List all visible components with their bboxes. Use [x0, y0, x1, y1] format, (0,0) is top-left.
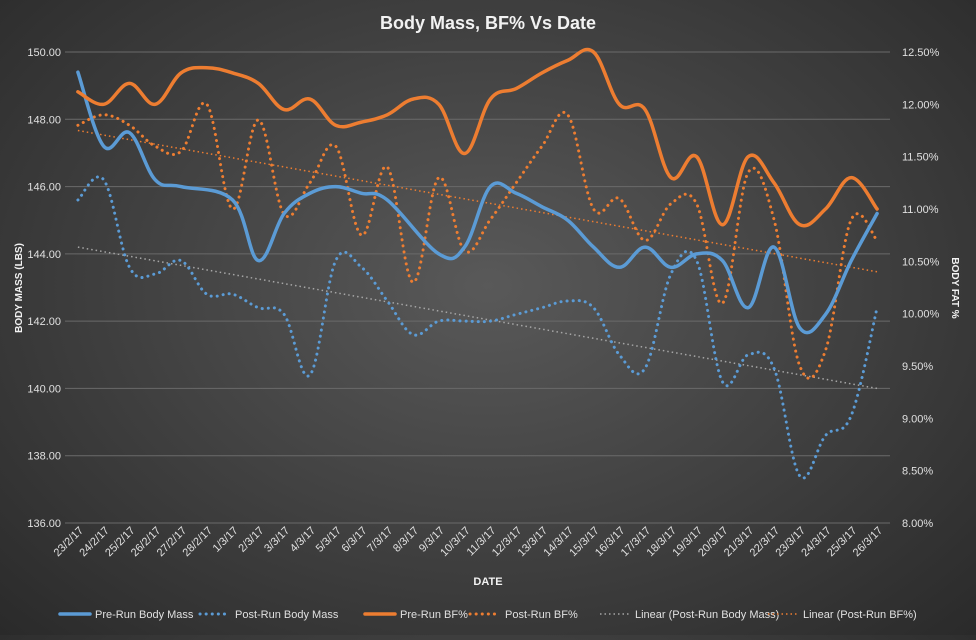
legend: Pre-Run Body Mass Post-Run Body Mass Pre-R…: [58, 609, 917, 621]
x-tick-label: 2/3/17: [236, 525, 266, 555]
y-left-tick-label: 146.00: [27, 182, 61, 194]
y-left-tick-label: 148.00: [27, 114, 61, 126]
x-tick-label: 1/3/17: [211, 525, 241, 555]
x-axis: 23/2/1724/2/1725/2/1726/2/1727/2/1728/2/…: [52, 525, 886, 559]
x-tick-label: 7/3/17: [365, 525, 395, 555]
series-line-linear-post-run-body-mass: [77, 246, 878, 390]
x-tick-label: 3/3/17: [262, 525, 292, 555]
y-right-tick-label: 10.50%: [902, 256, 940, 268]
left-axis: 136.00 138.00 140.00 142.00 144.00 146.00 148.…: [27, 47, 61, 530]
y-right-tick-label: 8.00%: [902, 518, 933, 530]
y-axis-right-label: BODY FAT %: [949, 257, 960, 318]
x-tick-label: 5/3/17: [314, 525, 344, 555]
x-tick-label: 6/3/17: [339, 525, 369, 555]
series-line-post-run-body-mass: [76, 175, 879, 480]
y-left-tick-label: 140.00: [27, 383, 61, 395]
y-right-tick-label: 12.00%: [902, 99, 940, 111]
y-right-tick-label: 11.50%: [902, 152, 939, 164]
legend-label: Post-Run BF%: [505, 609, 578, 621]
y-left-tick-label: 150.00: [27, 47, 61, 59]
series-line-pre-run-bf: [76, 47, 879, 228]
series-line-post-run-bf: [76, 101, 879, 380]
legend-label: Linear (Post-Run Body Mass): [635, 609, 779, 621]
chart-title: Body Mass, BF% Vs Date: [380, 13, 596, 33]
x-tick-label: 8/3/17: [391, 525, 421, 555]
series-line-linear-post-run-bf: [77, 129, 878, 273]
y-right-tick-label: 10.00%: [902, 309, 940, 321]
y-right-tick-label: 9.00%: [902, 413, 933, 425]
legend-label: Pre-Run BF%: [400, 609, 468, 621]
x-axis-label: DATE: [473, 576, 502, 588]
legend-label: Pre-Run Body Mass: [95, 609, 194, 621]
y-right-tick-label: 8.50%: [902, 466, 933, 478]
y-left-tick-label: 138.00: [27, 451, 61, 463]
legend-label: Linear (Post-Run BF%): [803, 609, 917, 621]
y-right-tick-label: 11.00%: [902, 204, 939, 216]
series-group: [76, 47, 879, 480]
grid-lines: [65, 51, 890, 524]
y-right-tick-label: 12.50%: [902, 47, 940, 59]
y-right-tick-label: 9.50%: [902, 361, 933, 373]
series-line-pre-run-body-mass: [76, 70, 879, 335]
y-left-tick-label: 144.00: [27, 249, 61, 261]
y-axis-left-label: BODY MASS (LBS): [14, 243, 25, 333]
y-left-tick-label: 142.00: [27, 316, 61, 328]
right-axis: 8.00% 8.50% 9.00% 9.50% 10.00% 10.50% 11.00% 11…: [902, 47, 940, 530]
legend-label: Post-Run Body Mass: [235, 609, 339, 621]
y-left-tick-label: 136.00: [27, 518, 61, 530]
x-tick-label: 4/3/17: [288, 525, 318, 555]
